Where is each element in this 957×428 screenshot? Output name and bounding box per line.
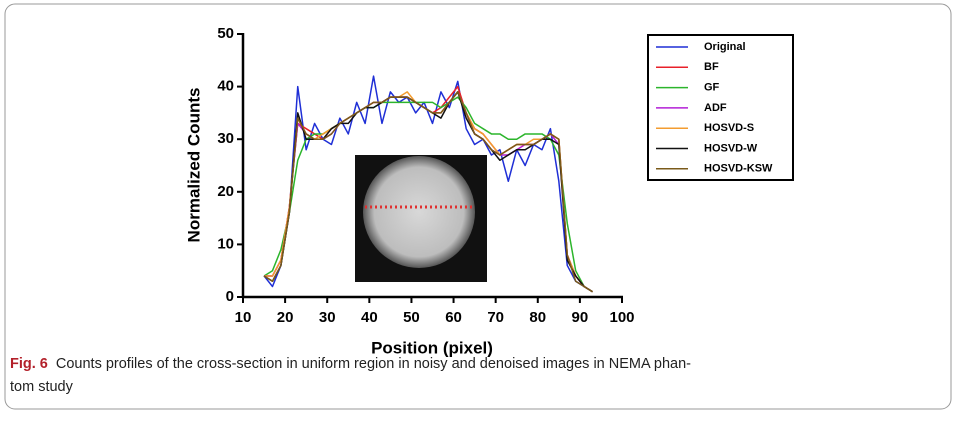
y-tick-label: 50 — [217, 25, 234, 42]
series-line — [263, 96, 593, 293]
legend-label: ADF — [704, 102, 727, 114]
inset-image — [355, 155, 487, 282]
x-tick-label: 90 — [572, 309, 589, 326]
x-tick-label: 50 — [403, 309, 420, 326]
series-line — [263, 75, 593, 293]
y-tick-label: 40 — [217, 78, 234, 95]
caption-text: Counts profiles of the cross-section in … — [56, 356, 691, 372]
legend-label: Original — [704, 41, 746, 53]
legend-label: BF — [704, 61, 719, 73]
caption-label: Fig. 6 — [10, 356, 48, 372]
legend-label: HOSVD-S — [704, 122, 754, 134]
x-tick-label: 30 — [319, 309, 336, 326]
y-tick-label: 20 — [217, 183, 234, 200]
y-tick-label: 30 — [217, 130, 234, 147]
y-tick-label: 10 — [217, 235, 234, 252]
x-tick-label: 20 — [277, 309, 294, 326]
x-tick-label: 60 — [445, 309, 462, 326]
x-tick-label: 80 — [529, 309, 546, 326]
caption-line: Fig. 6 Counts profiles of the cross-secti… — [10, 356, 691, 372]
x-tick-label: 10 — [235, 309, 252, 326]
legend-label: HOSVD-KSW — [704, 163, 773, 175]
x-tick-label: 40 — [361, 309, 378, 326]
x-tick-label: 70 — [487, 309, 504, 326]
legend-label: HOSVD-W — [704, 142, 758, 154]
series-line — [263, 91, 593, 293]
y-axis-title: Normalized Counts — [184, 88, 203, 243]
x-axis-title: Position (pixel) — [371, 338, 493, 357]
y-tick-label: 0 — [226, 288, 234, 305]
x-tick-label: 100 — [609, 309, 634, 326]
caption-text: tom study — [10, 379, 74, 395]
legend-label: GF — [704, 82, 720, 94]
